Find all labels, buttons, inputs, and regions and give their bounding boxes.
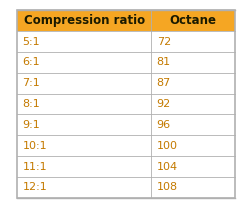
Text: 7:1: 7:1	[23, 78, 40, 88]
Text: 108: 108	[157, 182, 178, 192]
Text: 92: 92	[157, 99, 171, 109]
Text: 96: 96	[157, 120, 171, 130]
Text: 81: 81	[157, 57, 171, 67]
Text: Compression ratio: Compression ratio	[24, 14, 145, 27]
Text: 87: 87	[157, 78, 171, 88]
Text: Octane: Octane	[170, 14, 217, 27]
Bar	[17, 10, 151, 31]
Text: 6:1: 6:1	[23, 57, 40, 67]
Bar	[151, 10, 235, 31]
Text: 9:1: 9:1	[23, 120, 40, 130]
Bar	[17, 10, 235, 198]
Text: 12:1: 12:1	[23, 182, 47, 192]
Text: 72: 72	[157, 36, 171, 47]
Text: 104: 104	[157, 162, 178, 172]
Text: 100: 100	[157, 141, 178, 151]
Text: 11:1: 11:1	[23, 162, 47, 172]
Text: 8:1: 8:1	[23, 99, 40, 109]
Text: 5:1: 5:1	[23, 36, 40, 47]
Text: 10:1: 10:1	[23, 141, 47, 151]
Bar	[17, 10, 235, 198]
